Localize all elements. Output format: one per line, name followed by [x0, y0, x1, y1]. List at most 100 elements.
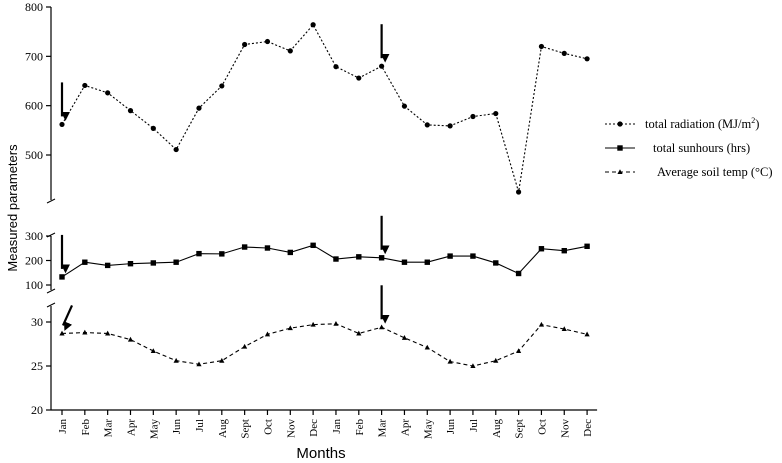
- y-tick-label: 700: [25, 49, 43, 63]
- legend-item-2: total sunhours (hrs): [605, 141, 750, 155]
- data-point: [617, 169, 623, 174]
- data-point: [447, 358, 453, 364]
- series-1: [59, 22, 590, 195]
- x-tick-label: Mar: [377, 419, 389, 438]
- data-point: [333, 64, 339, 70]
- legend-item-1: total radiation (MJ/m2): [605, 116, 759, 131]
- data-point: [584, 56, 590, 62]
- series-line: [61, 323, 588, 367]
- data-point: [401, 103, 408, 109]
- axis-break-mark: [46, 288, 56, 294]
- data-point: [59, 121, 65, 128]
- series-line: [61, 23, 588, 193]
- data-point: [617, 145, 623, 151]
- data-point: [333, 320, 339, 326]
- data-point: [356, 330, 362, 336]
- x-tick-label: Oct: [262, 419, 274, 435]
- data-point: [264, 245, 271, 251]
- y-tick-label: 800: [25, 0, 43, 14]
- data-point: [59, 330, 65, 336]
- x-tick-label: Jul: [194, 419, 206, 432]
- axis-break-mark: [46, 232, 56, 238]
- data-point: [538, 246, 545, 252]
- axis-break-mark: [46, 198, 56, 204]
- arrow-annotation: [61, 304, 74, 331]
- data-point: [242, 41, 248, 48]
- data-point: [287, 325, 293, 331]
- axes-layer: 500 600 700 800 100 200 300 20 25 30 Jan Feb Mar Apr M…: [25, 0, 598, 440]
- data-point: [379, 63, 385, 69]
- x-tick-label: May: [148, 419, 160, 440]
- legend-item-3: Average soil temp (°C): [605, 165, 773, 179]
- data-point: [105, 90, 111, 96]
- y-tick-label: 100: [25, 278, 43, 292]
- label-layer: Measured parameters Months: [5, 144, 346, 462]
- x-tick-label: Aug: [491, 419, 503, 438]
- x-tick-label: Nov: [285, 419, 297, 438]
- x-tick-label: May: [422, 419, 434, 440]
- x-tick-label: Jun: [171, 419, 183, 435]
- data-point: [82, 259, 88, 265]
- data-point: [561, 50, 567, 56]
- data-point: [127, 108, 134, 114]
- data-point: [470, 363, 476, 368]
- x-tick-label: Dec: [308, 419, 320, 437]
- series-3: [59, 320, 590, 368]
- axis-break-mark: [46, 302, 56, 308]
- data-point: [219, 83, 225, 89]
- data-point: [493, 357, 499, 363]
- legend-label: total sunhours (hrs): [653, 141, 750, 155]
- data-point: [333, 256, 339, 262]
- series-layer: [59, 22, 590, 368]
- x-tick-label: Oct: [536, 419, 548, 435]
- data-point: [310, 242, 316, 249]
- x-tick-label: Feb: [80, 419, 92, 436]
- data-point: [561, 248, 567, 254]
- legend-label: total radiation (MJ/m2): [645, 116, 759, 131]
- data-point: [538, 43, 545, 50]
- data-point: [196, 250, 202, 257]
- data-point: [470, 253, 476, 259]
- data-point: [447, 123, 453, 129]
- data-point: [493, 260, 499, 266]
- y-tick-label: 300: [25, 229, 43, 243]
- data-point: [378, 255, 385, 261]
- data-point: [173, 146, 179, 153]
- data-point: [150, 125, 156, 131]
- x-tick-label: Sept: [240, 419, 252, 439]
- x-tick-label: Jun: [445, 419, 457, 435]
- x-tick-label: Feb: [354, 419, 366, 436]
- data-point: [82, 329, 88, 335]
- y-tick-label: 200: [25, 254, 43, 268]
- x-axis-title: Months: [296, 445, 345, 462]
- data-point: [356, 254, 362, 260]
- data-point: [516, 189, 522, 195]
- data-point: [173, 357, 179, 363]
- y-tick-label: 600: [25, 99, 43, 113]
- data-point: [127, 336, 134, 342]
- data-point: [241, 244, 248, 250]
- data-point: [584, 243, 590, 249]
- data-point: [516, 348, 522, 354]
- data-point: [242, 343, 248, 349]
- data-point: [447, 253, 453, 259]
- data-point: [310, 22, 316, 28]
- data-point: [287, 249, 293, 256]
- y-tick-label: 25: [31, 359, 43, 373]
- data-point: [59, 274, 65, 280]
- data-point: [310, 321, 316, 327]
- data-point: [401, 335, 408, 340]
- data-point: [584, 331, 590, 337]
- arrow-layer: [60, 24, 390, 331]
- data-point: [196, 105, 202, 111]
- x-tick-label: Apr: [399, 419, 411, 436]
- data-point: [219, 357, 225, 363]
- data-point: [561, 326, 567, 332]
- data-point: [150, 260, 157, 266]
- data-point: [150, 348, 156, 354]
- x-tick-label: Dec: [582, 419, 594, 437]
- x-tick-label: Jan: [57, 419, 69, 434]
- x-tick-label: Sept: [514, 419, 526, 439]
- data-point: [127, 260, 134, 267]
